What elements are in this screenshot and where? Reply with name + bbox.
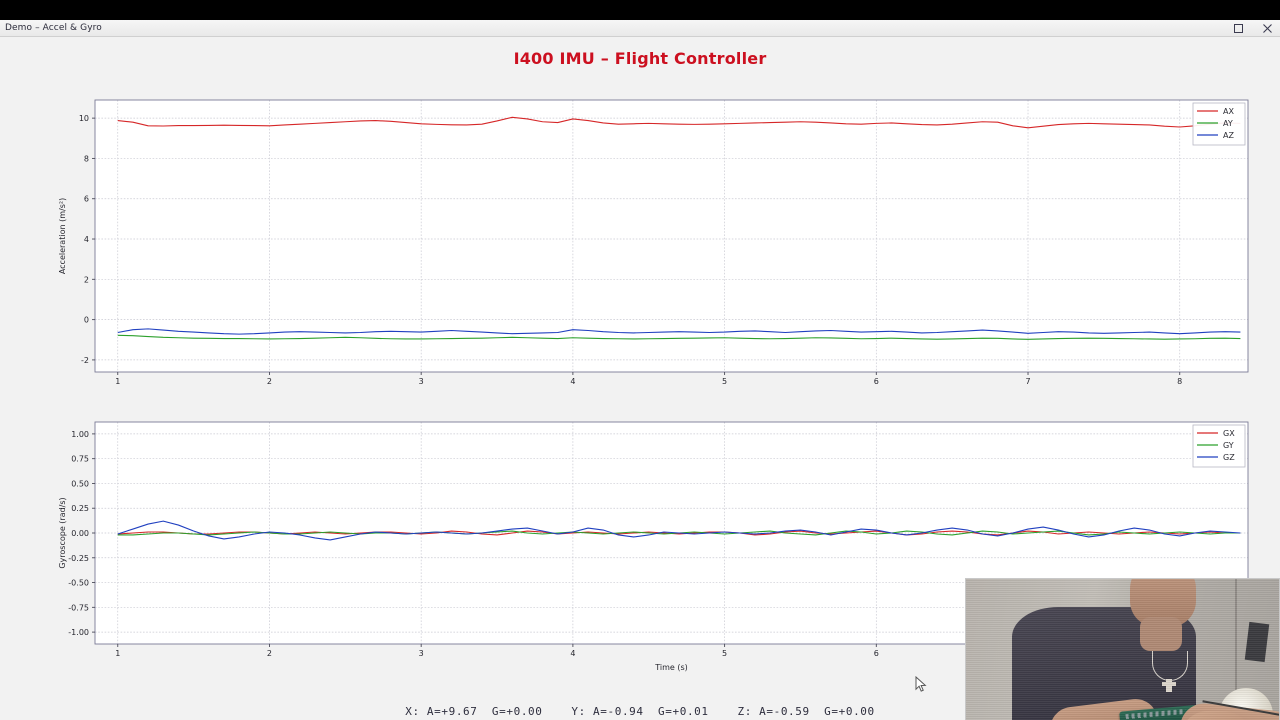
webcam-overlay[interactable] [965, 578, 1280, 720]
legend-label-az: AZ [1223, 131, 1234, 140]
y-axis-label: Gyroscope (rad/s) [58, 497, 67, 568]
maximize-icon[interactable] [1233, 23, 1244, 34]
legend-label-gx: GX [1223, 429, 1235, 438]
page-title: I400 IMU – Flight Controller [513, 49, 767, 68]
legend-label-gy: GY [1223, 441, 1234, 450]
app-body: I400 IMU – Flight Controller -2 0 2 4 6 8 10 1 2… [0, 37, 1280, 720]
legend-label-ay: AY [1223, 119, 1233, 128]
x-axis-label: Time (s) [654, 663, 688, 672]
webcam-person-neck [1140, 617, 1182, 651]
y-tick-label: 0.25 [71, 504, 89, 513]
accelerometer-chart: -2 0 2 4 6 8 10 1 2 3 4 5 6 7 8 Acceleration (m/s²) AX AY… [0, 97, 1280, 397]
x-tick-label: 4 [570, 649, 575, 658]
y-tick-label: 10 [79, 114, 89, 123]
series-ax [117, 116, 1241, 129]
x-tick-label: 2 [267, 649, 272, 658]
y-tick-label: 6 [84, 195, 89, 204]
y-tick-label: 8 [84, 154, 89, 163]
x-tick-label: 8 [1177, 377, 1182, 386]
legend-label-gz: GZ [1223, 453, 1235, 462]
y-tick-label: -0.50 [68, 579, 89, 588]
webcam-necklace [1152, 651, 1188, 681]
x-tick-label: 2 [267, 377, 272, 386]
webcam-person-torso [1012, 579, 1279, 720]
x-tick-label: 7 [1025, 377, 1030, 386]
legend [1192, 424, 1246, 468]
close-icon[interactable] [1262, 23, 1273, 34]
webcam-right-hand [1180, 711, 1254, 720]
status-readout: X: A=+9.67 G=+0.00 Y: A=-0.94 G=+0.01 Z:… [405, 705, 875, 718]
x-tick-label: 1 [115, 649, 120, 658]
app-window: Demo – Accel & Gyro I400 IMU – Flight Co… [0, 20, 1280, 720]
x-tick-label: 3 [419, 649, 424, 658]
y-axis-label: Acceleration (m/s²) [58, 198, 67, 274]
series-gz [117, 520, 1241, 541]
x-tick-label: 5 [722, 649, 727, 658]
series-az [117, 328, 1241, 335]
y-tick-label: -0.75 [68, 603, 89, 612]
x-tick-label: 3 [419, 377, 424, 386]
legend [1192, 102, 1246, 146]
y-tick-label: -1.00 [68, 628, 89, 637]
y-tick-label: 4 [84, 235, 89, 244]
y-tick-label: 0.75 [71, 455, 89, 464]
series-gx [117, 530, 1241, 536]
y-tick-label: 0.50 [71, 479, 89, 488]
window-titlebar[interactable]: Demo – Accel & Gyro [0, 20, 1280, 37]
series-ay [117, 334, 1241, 340]
webcam-pendant [1162, 679, 1176, 692]
y-tick-label: 0.00 [71, 529, 89, 538]
window-controls [1233, 20, 1278, 37]
webcam-scene [966, 579, 1279, 720]
y-tick-label: -0.25 [68, 554, 89, 563]
webcam-wall-edge [1235, 579, 1237, 720]
window-title-text: Demo – Accel & Gyro [5, 23, 102, 33]
legend-label-ax: AX [1223, 107, 1234, 116]
y-tick-label: 1.00 [71, 430, 89, 439]
y-tick-label: -2 [81, 356, 89, 365]
y-tick-label: 0 [84, 316, 89, 325]
y-tick-label: 2 [84, 275, 89, 284]
x-tick-label: 6 [874, 649, 879, 658]
x-tick-label: 5 [722, 377, 727, 386]
x-tick-label: 4 [570, 377, 575, 386]
x-tick-label: 1 [115, 377, 120, 386]
top-black-strip [0, 0, 1280, 20]
x-tick-label: 6 [874, 377, 879, 386]
